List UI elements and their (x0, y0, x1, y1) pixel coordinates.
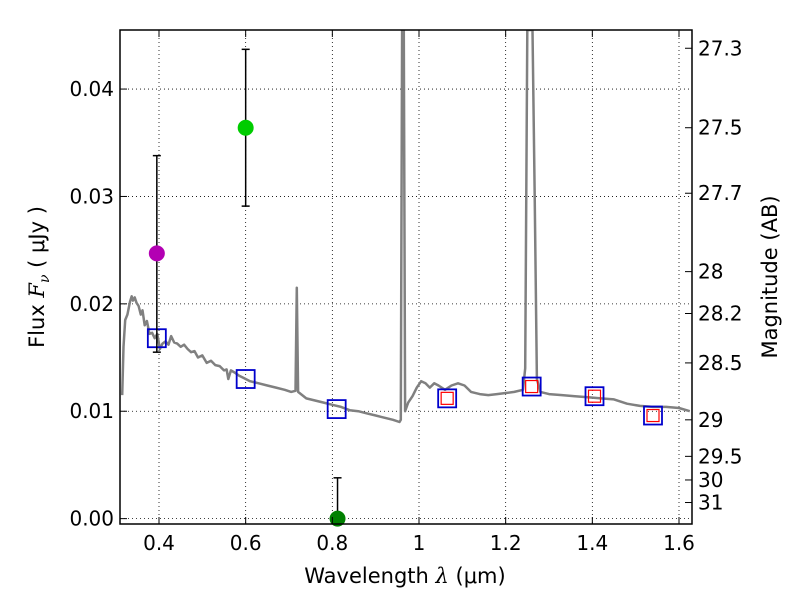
observed-ir-square (440, 391, 454, 405)
x-axis-label: Wavelength λ (μm) (304, 564, 505, 588)
observed-point (148, 245, 165, 262)
mag-tick-label: 28.2 (698, 302, 743, 326)
mag-tick-label: 31 (698, 491, 723, 515)
x-tick-label: 0.4 (143, 531, 175, 555)
y-tick-label: 0.04 (69, 77, 114, 101)
model-square (643, 405, 663, 426)
y-tick-label: 0.03 (69, 184, 114, 208)
spectrum-layer (120, 30, 691, 424)
x-tick-label: 1.2 (490, 531, 522, 555)
model-square (584, 386, 605, 407)
x-tick-label: 0.6 (230, 531, 262, 555)
spectrum-line (120, 30, 691, 424)
x-tick-label: 1.4 (576, 531, 608, 555)
observed-ir-square (646, 408, 660, 423)
mag-tick-label: 28 (698, 260, 723, 284)
y-tick-label: 0.01 (69, 399, 114, 423)
mag-tick-label: 29.5 (698, 444, 743, 468)
model-square (235, 369, 256, 389)
mag-tick-label: 30 (698, 468, 723, 492)
observed-ir-square (525, 379, 539, 394)
mag-tick-label: 27.3 (698, 36, 743, 60)
plot-frame (119, 29, 693, 525)
y-tick-label: 0.02 (69, 292, 114, 316)
model-square (437, 388, 458, 409)
y-tick-label: 0.00 (69, 507, 114, 531)
y-axis-label: Flux Fν ( μJy ) (25, 206, 53, 348)
mag-tick-label: 27.7 (698, 181, 743, 205)
observed-point (329, 510, 346, 527)
x-tick-label: 1 (413, 531, 426, 555)
observed-point (237, 119, 254, 136)
x-axis: 0.4 0.6 0.8 1 1.2 1.4 1.6 (143, 30, 695, 555)
model-square (521, 376, 542, 397)
observed-ir-square (587, 389, 602, 403)
markers-layer (146, 48, 663, 527)
grid (120, 30, 692, 524)
model-square (326, 399, 347, 419)
mag-tick-label: 29 (698, 408, 723, 432)
mag-tick-label: 28.5 (698, 351, 743, 375)
mag-tick-label: 27.5 (698, 116, 743, 140)
x-tick-label: 1.6 (663, 531, 695, 555)
y2-axis-label: Magnitude (AB) (758, 195, 782, 358)
x-tick-label: 0.8 (316, 531, 348, 555)
y-axis: 0.00 0.01 0.02 0.03 0.04 (69, 77, 127, 531)
